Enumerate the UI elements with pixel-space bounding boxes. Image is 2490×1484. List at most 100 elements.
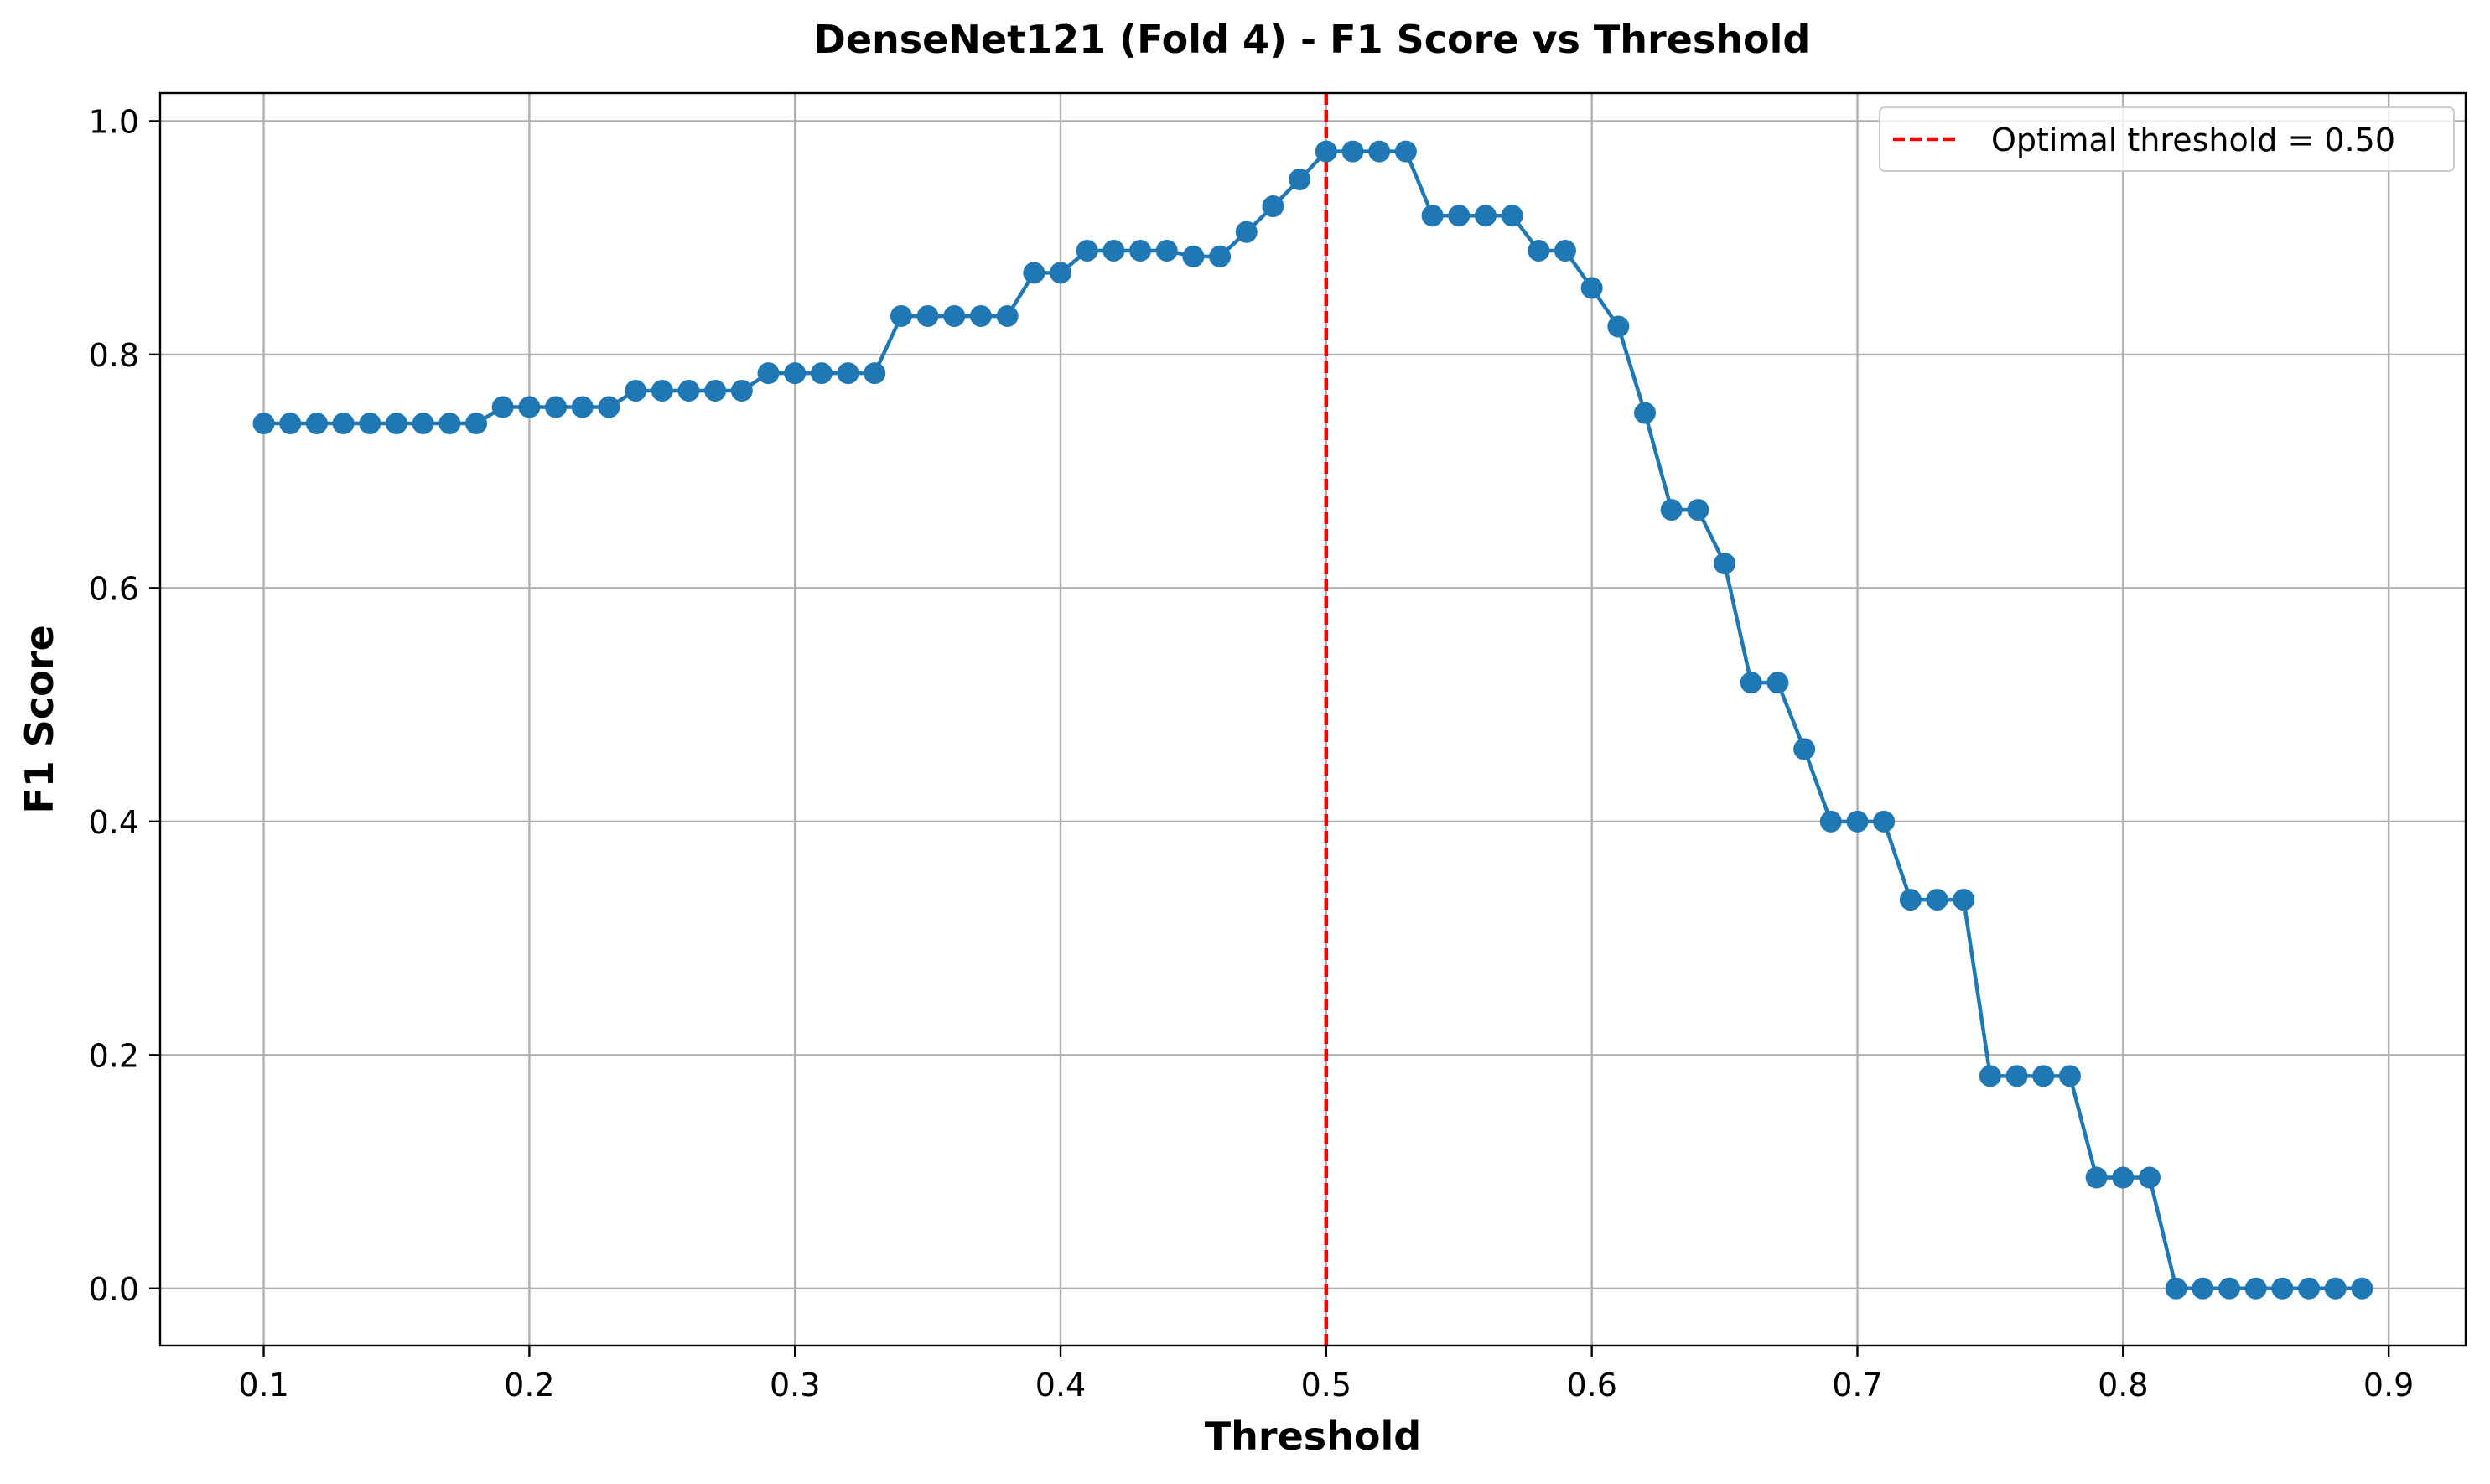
data-point bbox=[438, 413, 461, 435]
data-point bbox=[757, 362, 780, 385]
data-point bbox=[784, 362, 807, 385]
y-tick-label: 0.0 bbox=[89, 1271, 139, 1308]
chart-title: DenseNet121 (Fold 4) - F1 Score vs Thres… bbox=[814, 17, 1811, 62]
data-point bbox=[730, 380, 753, 402]
data-point bbox=[1819, 810, 1842, 833]
data-point bbox=[518, 396, 541, 418]
x-tick-label: 0.5 bbox=[1301, 1367, 1351, 1404]
data-point bbox=[625, 380, 647, 402]
data-point bbox=[1474, 205, 1497, 227]
data-point bbox=[491, 396, 514, 418]
data-point bbox=[1660, 499, 1683, 521]
x-tick-label: 0.4 bbox=[1035, 1367, 1086, 1404]
data-point bbox=[1501, 205, 1523, 227]
data-point bbox=[1102, 239, 1125, 262]
data-point bbox=[465, 413, 488, 435]
x-tick-label: 0.3 bbox=[770, 1367, 820, 1404]
data-point bbox=[651, 380, 673, 402]
data-point bbox=[385, 413, 407, 435]
data-point bbox=[810, 362, 833, 385]
data-point bbox=[1607, 315, 1630, 338]
data-point bbox=[1873, 810, 1896, 833]
data-point bbox=[2324, 1277, 2347, 1300]
data-point bbox=[2218, 1277, 2241, 1300]
data-point bbox=[1899, 889, 1922, 911]
data-point bbox=[1580, 277, 1603, 299]
series-layer bbox=[252, 140, 2373, 1300]
data-point bbox=[412, 413, 434, 435]
data-point bbox=[571, 396, 594, 418]
x-axis-title: Threshold bbox=[1205, 1414, 1421, 1459]
y-axis-title: F1 Score bbox=[17, 625, 62, 813]
x-tick-label: 0.6 bbox=[1566, 1367, 1616, 1404]
x-tick-label: 0.1 bbox=[238, 1367, 288, 1404]
data-point bbox=[1421, 205, 1444, 227]
data-point bbox=[1289, 169, 1311, 191]
data-point bbox=[2058, 1065, 2081, 1087]
data-point bbox=[996, 304, 1019, 327]
legend-box bbox=[1879, 106, 2455, 172]
data-point bbox=[1846, 810, 1869, 833]
plot-frame bbox=[158, 91, 2467, 1347]
y-tick-label: 0.4 bbox=[89, 804, 139, 841]
data-point bbox=[1368, 140, 1391, 163]
data-point bbox=[2032, 1065, 2055, 1087]
data-point bbox=[1341, 140, 1364, 163]
data-point bbox=[545, 396, 568, 418]
x-tick-label: 0.8 bbox=[2098, 1367, 2148, 1404]
x-tick-label: 0.2 bbox=[504, 1367, 554, 1404]
data-point bbox=[1076, 239, 1098, 262]
data-point bbox=[1262, 195, 1284, 218]
data-point bbox=[2351, 1277, 2373, 1300]
x-tick-label: 0.9 bbox=[2363, 1367, 2414, 1404]
data-point bbox=[2005, 1065, 2028, 1087]
data-point bbox=[1528, 239, 1550, 262]
data-point bbox=[1793, 738, 1816, 760]
data-point bbox=[2165, 1277, 2187, 1300]
data-point bbox=[1926, 889, 1948, 911]
data-point bbox=[1209, 245, 1232, 267]
data-point bbox=[704, 380, 727, 402]
data-point bbox=[837, 362, 859, 385]
data-point bbox=[890, 304, 912, 327]
data-point bbox=[2138, 1166, 2161, 1189]
data-point bbox=[1953, 889, 1975, 911]
data-point bbox=[1050, 262, 1072, 284]
data-point bbox=[969, 304, 992, 327]
data-point bbox=[1182, 245, 1205, 267]
data-point bbox=[1766, 672, 1789, 694]
data-point bbox=[332, 413, 355, 435]
data-point bbox=[916, 304, 939, 327]
data-point bbox=[305, 413, 328, 435]
data-point bbox=[1023, 262, 1045, 284]
data-point bbox=[598, 396, 620, 418]
data-point bbox=[2192, 1277, 2214, 1300]
data-point bbox=[943, 304, 966, 327]
data-point bbox=[2085, 1166, 2108, 1189]
data-point bbox=[1315, 140, 1337, 163]
y-tick-label: 0.8 bbox=[89, 337, 139, 374]
data-point bbox=[1235, 221, 1258, 243]
y-tick-label: 1.0 bbox=[89, 103, 139, 140]
data-point bbox=[1155, 239, 1178, 262]
data-point bbox=[677, 380, 700, 402]
data-point bbox=[1448, 205, 1471, 227]
data-point bbox=[864, 362, 886, 385]
y-tick-label: 0.6 bbox=[89, 570, 139, 607]
data-point bbox=[252, 413, 275, 435]
data-point bbox=[1634, 402, 1657, 424]
y-tick-label: 0.2 bbox=[89, 1037, 139, 1074]
data-point bbox=[1129, 239, 1152, 262]
data-point bbox=[1740, 672, 1762, 694]
legend: Optimal threshold = 0.50 bbox=[1879, 106, 2455, 172]
data-point bbox=[1687, 499, 1709, 521]
data-point bbox=[1554, 239, 1576, 262]
data-point bbox=[2298, 1277, 2321, 1300]
data-point bbox=[2112, 1166, 2135, 1189]
data-point bbox=[1979, 1065, 2001, 1087]
data-point bbox=[279, 413, 302, 435]
data-point bbox=[2271, 1277, 2294, 1300]
data-point bbox=[1394, 140, 1417, 163]
